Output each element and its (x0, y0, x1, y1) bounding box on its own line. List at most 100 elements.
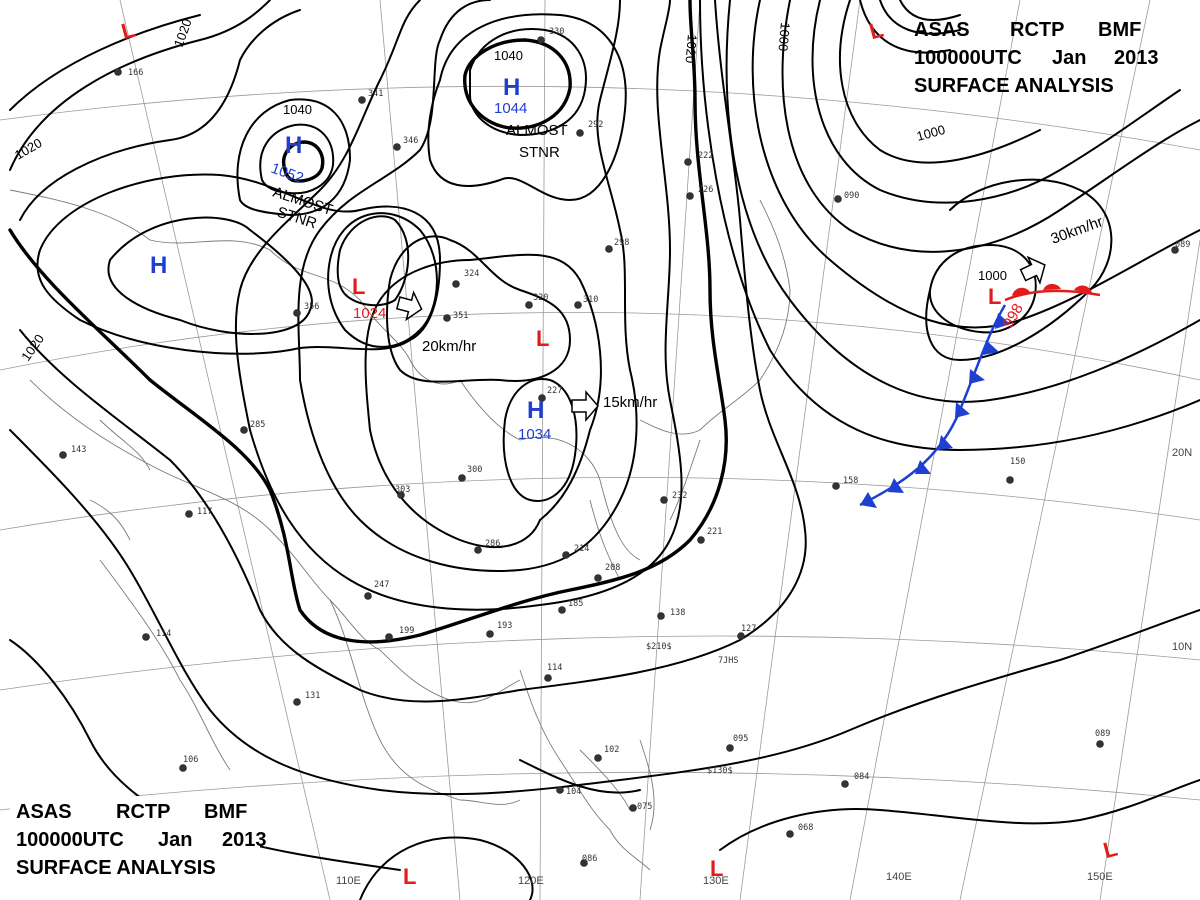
high-value: 1044 (494, 100, 527, 117)
station-dot (142, 633, 150, 641)
station-value: 320 (533, 293, 548, 303)
high-symbol: H (150, 252, 167, 279)
station-dot (576, 129, 584, 137)
station-plot-30: 232 (660, 491, 687, 504)
station-dot (660, 496, 668, 504)
longitude-label: 110E (336, 875, 361, 887)
station-dot (697, 536, 705, 544)
station-plot-13: 324 (452, 269, 479, 288)
station-value: 143 (71, 445, 86, 455)
station-plot-29: 193 (486, 621, 512, 638)
station-value: 185 (568, 599, 583, 609)
station-dot (474, 546, 482, 554)
station-value: 310 (583, 295, 598, 305)
station-dot (629, 804, 637, 812)
motion-arrows (395, 255, 1046, 423)
station-dot (240, 426, 248, 434)
station-dot (114, 68, 122, 76)
station-value: 075 (637, 802, 652, 812)
station-plot-18: 199 (385, 626, 414, 641)
station-value: 324 (464, 269, 479, 279)
station-value: 346 (403, 136, 418, 146)
title-block-top: ASAS RCTP BMF 100000UTC Jan 2013 SURFACE… (914, 19, 1159, 97)
station-dot (558, 606, 566, 614)
low-symbol: L (352, 274, 365, 299)
station-dot (185, 510, 193, 518)
station-value: 131 (305, 691, 320, 701)
station-plot-20: 131 (293, 691, 320, 706)
station-value: 089 (1095, 729, 1110, 739)
title-field: BMF (1098, 19, 1141, 41)
station-dot (486, 630, 494, 638)
station-value: 292 (588, 120, 603, 130)
station-plot-21: 106 (179, 755, 198, 772)
title-field: 100000UTC (16, 829, 124, 851)
station-code-label: 7JHS (718, 656, 738, 666)
station-dot (538, 394, 546, 402)
station-value: 247 (374, 580, 389, 590)
high-symbol: H (285, 132, 302, 159)
station-value: 138 (670, 608, 685, 618)
station-dot (443, 314, 451, 322)
isobar-label: 1040 (283, 102, 312, 117)
station-value: 300 (467, 465, 482, 475)
station-value: 193 (497, 621, 512, 631)
title-field: SURFACE ANALYSIS (16, 857, 216, 879)
low-symbol: L (403, 864, 416, 889)
low-symbol: L (867, 17, 886, 45)
station-plot-23: 303 (395, 485, 410, 499)
isobar-label: 1000 (915, 122, 947, 144)
isobar-label: 1040 (494, 48, 523, 63)
station-plot-19: 114 (142, 629, 171, 641)
high-symbol: H (527, 397, 544, 424)
low-symbol: L (119, 17, 138, 45)
station-dot (537, 36, 545, 44)
station-plot-39: 114 (544, 663, 562, 682)
station-dot (834, 195, 842, 203)
station-plot-3: 346 (393, 136, 418, 151)
station-dot (364, 592, 372, 600)
title-field: Jan (1052, 47, 1086, 69)
station-dot (452, 280, 460, 288)
station-plot-1: 166 (114, 68, 143, 78)
station-dot (605, 245, 613, 253)
low-symbol: L (1101, 836, 1120, 864)
almost-stnr-label: STNR (519, 144, 560, 161)
station-dot (1171, 246, 1179, 254)
station-plot-28: 185 (558, 599, 583, 614)
high-value: 1052 (269, 160, 306, 187)
station-plot-6: 222 (684, 151, 713, 166)
station-dot (393, 143, 401, 151)
station-value: 232 (672, 491, 687, 501)
station-value: 114 (547, 663, 562, 673)
station-value: 102 (604, 745, 619, 755)
station-value: 286 (485, 539, 500, 549)
station-value: 150 (1010, 457, 1025, 467)
station-code-label: $130$ (707, 766, 733, 776)
station-value: 285 (250, 420, 265, 430)
station-dot (358, 96, 366, 104)
station-dot (293, 698, 301, 706)
station-dot (397, 491, 405, 499)
station-plot-38: 084 (841, 772, 869, 788)
station-dot (1096, 740, 1104, 748)
station-value: 226 (698, 185, 713, 195)
station-value: 303 (395, 485, 410, 495)
low-symbol: L (536, 326, 549, 351)
station-plot-15: 143 (59, 445, 86, 459)
title-field: Jan (158, 829, 192, 851)
station-plot-27: 208 (594, 563, 620, 582)
title-block-bottom: ASAS RCTP BMF 100000UTC Jan 2013 SURFACE… (10, 796, 267, 886)
station-value: 090 (844, 191, 859, 201)
station-dot (293, 309, 301, 317)
station-dot (684, 158, 692, 166)
title-field: BMF (204, 801, 247, 823)
title-field: 2013 (222, 829, 267, 851)
station-plot-24: 300 (458, 465, 482, 482)
almost-stnr-label: ALMOST (506, 122, 568, 139)
station-code-label: $210$ (646, 642, 672, 652)
station-plot-37: 068 (786, 823, 813, 838)
station-value: 106 (183, 755, 198, 765)
station-value: 199 (399, 626, 414, 636)
station-dot (737, 632, 745, 640)
